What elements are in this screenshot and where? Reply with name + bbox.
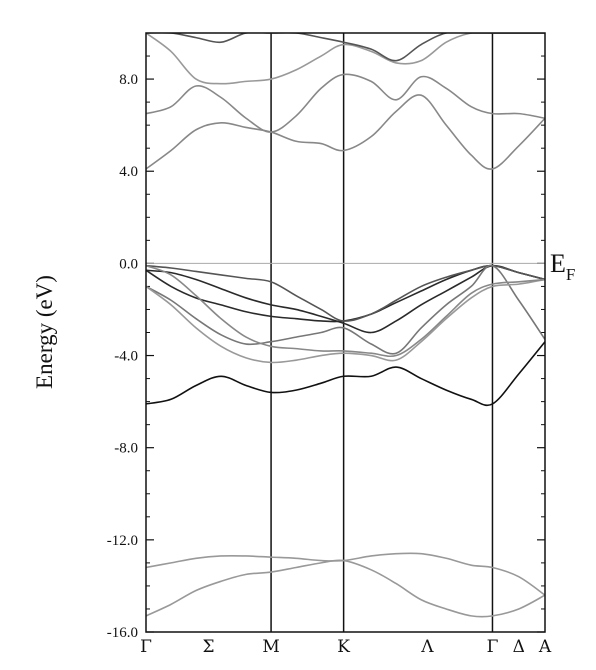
y-tick-label: -12.0	[107, 533, 138, 549]
k-point-label: M	[262, 637, 279, 657]
y-tick-label: -16.0	[107, 625, 138, 641]
y-tick-label: -4.0	[114, 349, 138, 365]
band-line	[146, 264, 545, 322]
band-line	[146, 278, 545, 364]
band-line	[146, 559, 545, 618]
band-line	[146, 33, 545, 62]
band-line	[146, 264, 545, 334]
fermi-level-label: EF	[550, 249, 575, 284]
k-point-label: K	[337, 637, 350, 657]
y-tick-label: 4.0	[119, 164, 138, 180]
k-point-label: Σ	[203, 637, 215, 657]
k-point-label: Γ	[140, 637, 152, 657]
band-line	[146, 94, 545, 170]
fermi-level-subscript: F	[566, 265, 575, 284]
fermi-level-symbol: E	[550, 249, 566, 278]
band-line	[146, 341, 545, 407]
y-axis-ticks	[146, 32, 545, 633]
band-line	[146, 33, 545, 85]
band-line	[146, 552, 545, 596]
k-point-label: A	[538, 637, 552, 657]
band-line	[146, 264, 545, 355]
high-symmetry-lines	[270, 33, 494, 632]
y-axis-title: Energy (eV)	[32, 275, 57, 389]
y-tick-label: -8.0	[114, 441, 138, 457]
k-point-label: Δ	[513, 637, 525, 657]
energy-bands	[146, 33, 545, 618]
k-point-label: Γ	[487, 637, 499, 657]
band-line	[146, 264, 545, 323]
y-axis-tick-labels: -16.0 -12.0 -8.0 -4.0 0.0 4.0 8.0	[107, 72, 138, 641]
y-tick-label: 0.0	[119, 256, 138, 272]
band-line	[146, 264, 545, 358]
y-tick-label: 8.0	[119, 72, 138, 88]
plot-frame	[145, 32, 546, 633]
k-point-label: Λ	[420, 637, 434, 657]
band-line	[146, 73, 545, 133]
